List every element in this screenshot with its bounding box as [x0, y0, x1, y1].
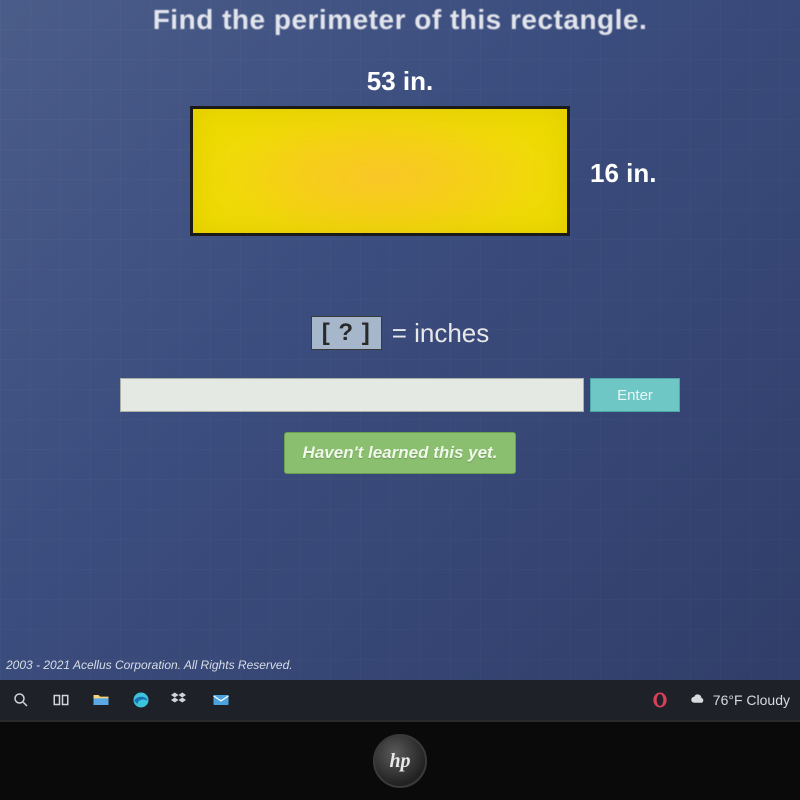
hp-logo: hp	[373, 734, 427, 788]
laptop-bezel: hp	[0, 720, 800, 800]
file-explorer-icon[interactable]	[90, 689, 112, 711]
opera-icon[interactable]	[649, 689, 671, 711]
width-label: 53 in.	[367, 66, 433, 97]
answer-unit-label: = inches	[392, 318, 490, 349]
mail-icon[interactable]	[210, 689, 232, 711]
enter-button[interactable]: Enter	[590, 378, 680, 412]
dropbox-icon[interactable]	[170, 689, 192, 711]
lesson-screen: Find the perimeter of this rectangle. 53…	[0, 0, 800, 720]
rectangle-shape	[190, 106, 570, 236]
height-label: 16 in.	[590, 158, 656, 189]
cloud-icon	[689, 690, 707, 711]
answer-input-row: Enter	[120, 378, 680, 412]
task-view-icon[interactable]	[50, 689, 72, 711]
search-icon[interactable]	[10, 689, 32, 711]
answer-placeholder-token: [ ? ]	[311, 316, 382, 350]
havent-learned-button[interactable]: Haven't learned this yet.	[284, 432, 517, 474]
answer-prompt: [ ? ] = inches	[0, 316, 800, 350]
copyright-text: 2003 - 2021 Acellus Corporation. All Rig…	[6, 658, 293, 672]
edge-icon[interactable]	[130, 689, 152, 711]
weather-widget[interactable]: 76°F Cloudy	[689, 690, 790, 711]
question-title: Find the perimeter of this rectangle.	[0, 0, 800, 36]
answer-input[interactable]	[120, 378, 584, 412]
rectangle-figure: 53 in. 16 in.	[130, 66, 670, 266]
windows-taskbar: 76°F Cloudy	[0, 680, 800, 720]
weather-text: 76°F Cloudy	[713, 692, 790, 708]
